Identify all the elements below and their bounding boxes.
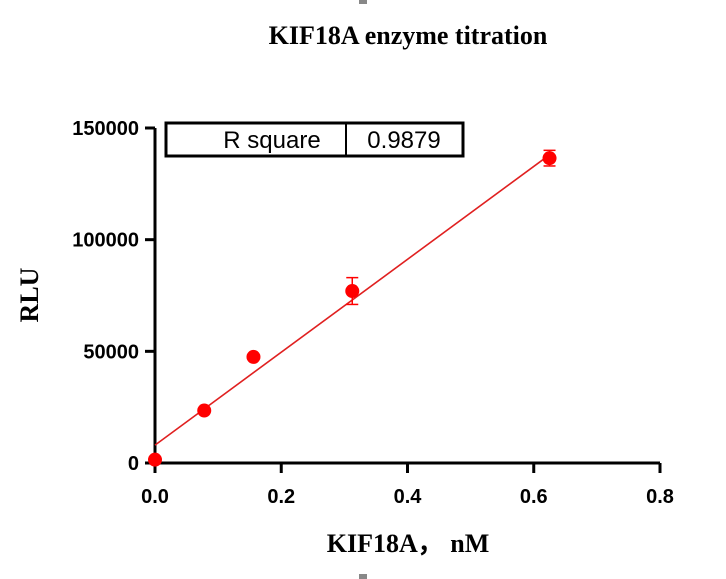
data-point [148, 452, 162, 467]
x-tick-label: 0.2 [267, 486, 295, 508]
bottom-marker [359, 574, 367, 579]
r-square-frame [164, 121, 465, 158]
data-point [345, 284, 360, 299]
x-tick-label: 0.6 [520, 486, 548, 508]
r-square-label: R square [223, 127, 320, 154]
top-marker [359, 0, 367, 4]
chart-title: KIF18A enzyme titration [269, 21, 548, 50]
x-tick-label: 0.0 [141, 486, 169, 508]
y-axis-label: RLU [15, 267, 44, 322]
y-tick-label: 50000 [83, 341, 139, 363]
data-point [246, 349, 261, 364]
x-axis-label: KIF18A， nM [327, 529, 490, 558]
r-square-box: R square 0.9879 [164, 121, 465, 158]
axes: 0 50000 100000 150000 0.0 0.2 0.4 0.6 0.8 [72, 118, 674, 508]
x-tick-label: 0.4 [394, 486, 423, 508]
data-points [148, 149, 557, 467]
y-tick-label: 100000 [72, 230, 139, 252]
y-tick-label: 0 [128, 453, 139, 475]
r-square-value: 0.9879 [367, 127, 440, 154]
y-tick-label: 150000 [72, 118, 139, 140]
data-point [197, 403, 212, 418]
data-point [542, 151, 557, 166]
x-tick-label: 0.8 [646, 486, 674, 508]
